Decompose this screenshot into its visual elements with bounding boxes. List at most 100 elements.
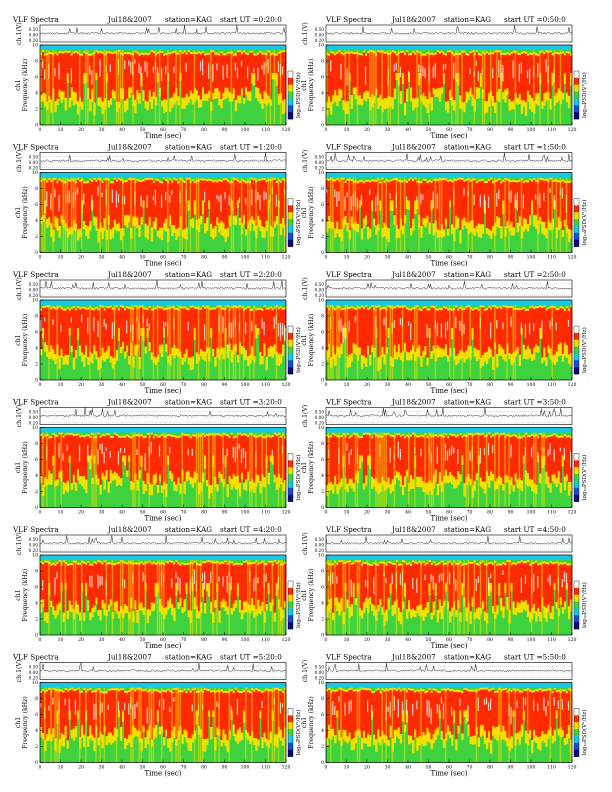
spectrum-cell [362, 483, 366, 490]
spectrum-cell [230, 322, 232, 339]
amplitude-frame [325, 407, 573, 425]
spectrum-cell [93, 563, 96, 606]
spectrum-cell [533, 306, 536, 310]
spectrum-cell [95, 73, 98, 81]
spectrum-cell [434, 434, 437, 438]
spectrum-cell [263, 438, 266, 478]
spectrum-cell [490, 437, 493, 472]
spectrum-cell [245, 183, 248, 230]
spectrum-cell [326, 178, 329, 182]
spectrum-cell [119, 228, 123, 241]
spectrum-streak [338, 432, 340, 508]
spectrum-cell [124, 604, 127, 614]
spectrum-cell [165, 99, 168, 112]
spectrum-streak [249, 560, 251, 635]
spectrum-cell [158, 345, 162, 354]
spectrum-cell [93, 179, 96, 217]
spectrum-cell [74, 52, 78, 93]
spectrum-cell [391, 50, 394, 54]
spectrum-cell [83, 51, 86, 55]
spectrum-cell [148, 52, 151, 56]
spectrum-cell [496, 320, 498, 329]
spectrum-cell [428, 560, 431, 564]
spectrum-cell [247, 306, 250, 310]
spectrum-cell [358, 94, 362, 105]
spectrum-cell [85, 183, 88, 226]
spectrum-cell [62, 356, 65, 365]
spectrum-cell [89, 575, 91, 587]
colorbar-segment [288, 494, 293, 502]
spectrum-cell [364, 357, 368, 368]
spectrum-cell [279, 182, 283, 224]
spectrum-cell [453, 433, 456, 437]
spectrum-cell [328, 215, 331, 229]
spectrum-cell [208, 178, 211, 182]
spectrum-cell [189, 305, 192, 309]
spectrum-cell [403, 342, 407, 352]
spectrum-cell [187, 310, 190, 358]
colorbar-segment [574, 225, 579, 234]
spectrum-cell [87, 444, 89, 460]
spectrum-cell [399, 50, 403, 54]
spectrum-cell [430, 574, 432, 583]
spectrum-cell [518, 561, 522, 565]
spectrum-streak [559, 50, 562, 125]
spectrum-cell [391, 96, 394, 110]
spectrum-cell [140, 563, 143, 603]
spectrum-cell [537, 563, 540, 567]
spectrum-cell [531, 305, 534, 309]
spectrum-cell [377, 50, 380, 54]
colorbar-segment [574, 494, 579, 502]
spectrum-cell [226, 575, 228, 593]
spectrum-cell [379, 561, 382, 565]
spectrum-cell [277, 307, 281, 311]
spectrum-cell [453, 476, 456, 489]
spectrum-cell [336, 484, 339, 495]
spectrum-streak [138, 560, 140, 635]
spectrum-cell [387, 561, 390, 565]
spectrum-cell [348, 354, 351, 367]
x-tick-label: 50 [140, 255, 146, 261]
spectrum-streak [132, 432, 134, 508]
spectrum-cell [487, 196, 490, 208]
spectrum-streak [383, 432, 385, 508]
spectrum-cell [526, 70, 529, 79]
spectrum-cell [543, 93, 546, 106]
panel-station: station=KAG [165, 143, 212, 152]
spectrum-cell [457, 310, 460, 354]
spectrum-streak [326, 560, 328, 635]
spectrum-streak [514, 50, 517, 125]
spectrum-cell [42, 562, 45, 566]
spectrum-cell [236, 564, 240, 583]
x-tick-label: 110 [261, 127, 270, 133]
spectrum-cell [451, 224, 454, 235]
y-tick-label: 6 [321, 585, 324, 591]
spectrum-cell [426, 438, 429, 483]
spectrum-cell [128, 308, 131, 357]
spectrum-cell [559, 308, 563, 343]
spectrum-cell [177, 602, 180, 610]
spectrum-cell [369, 182, 372, 229]
spectrum-cell [358, 436, 362, 440]
spectrum-cell [364, 215, 368, 225]
spectrum-cell [93, 177, 96, 181]
spectrum-streak [354, 177, 357, 253]
spectrum-cell [367, 181, 370, 227]
spectrum-cell [334, 435, 337, 476]
spectrum-cell [510, 221, 513, 236]
spectrum-cell [154, 433, 158, 437]
spectrum-cell [338, 179, 341, 183]
spectrum-streak [373, 305, 375, 380]
spectrum-cell [99, 562, 102, 610]
spectrum-cell [238, 217, 242, 226]
spectrum-cell [346, 483, 349, 493]
spectrum-streak [87, 50, 89, 125]
spectrum-cell [332, 53, 335, 96]
spectrum-cell [326, 180, 329, 222]
spectrum-cell [403, 436, 407, 440]
spectrum-cell [281, 52, 285, 101]
spectrum-cell [383, 306, 386, 310]
spectrum-cell [393, 51, 396, 55]
spectrum-cell [545, 471, 548, 485]
spectrum-cell [242, 50, 246, 54]
